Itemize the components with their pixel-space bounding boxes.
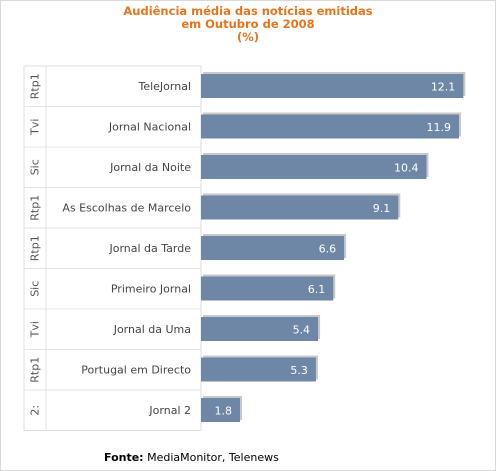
- source-label: Fonte:: [104, 451, 144, 464]
- category-label: As Escolhas de Marcelo: [62, 201, 191, 214]
- channel-label: Rtp1: [29, 235, 42, 261]
- category-label: Portugal em Directo: [81, 363, 191, 376]
- category-label: Primeiro Jornal: [111, 282, 191, 295]
- bar: [201, 357, 316, 382]
- bar: [201, 276, 334, 301]
- channel-label: 2:: [29, 405, 42, 416]
- channel-label: Sic: [29, 281, 42, 297]
- bar: [201, 114, 459, 139]
- bar: [201, 74, 464, 98]
- bar: [201, 398, 241, 422]
- chart-title-line-3: (%): [236, 30, 260, 44]
- bar: [201, 155, 427, 179]
- source-value: MediaMonitor, Telenews: [147, 451, 279, 464]
- category-label: Jornal da Tarde: [108, 242, 191, 255]
- chart-title: Audiência média das notícias emitidas em…: [0, 5, 496, 44]
- channel-label: Tvi: [29, 321, 42, 338]
- source-note: Fonte: MediaMonitor, Telenews: [104, 451, 279, 464]
- channel-label: Rtp1: [29, 195, 42, 221]
- data-label: 6.6: [319, 243, 337, 256]
- bar: [201, 236, 345, 260]
- channel-label: Tvi: [29, 119, 42, 136]
- channel-label: Rtp1: [29, 357, 42, 383]
- category-label: Jornal 2: [148, 404, 191, 417]
- bar: [201, 317, 319, 341]
- data-label: 5.3: [290, 364, 308, 377]
- category-label: Jornal da Noite: [109, 161, 191, 174]
- channel-label: Rtp1: [29, 73, 42, 99]
- data-label: 11.9: [426, 121, 451, 134]
- category-label: Jornal Nacional: [108, 120, 191, 133]
- data-label: 9.1: [373, 202, 391, 215]
- data-label: 5.4: [293, 324, 311, 337]
- chart-title-line-1: Audiência média das notícias emitidas: [123, 4, 373, 18]
- data-label: 6.1: [308, 283, 326, 296]
- data-label: 1.8: [215, 405, 233, 418]
- category-label: TeleJornal: [137, 80, 191, 93]
- data-label: 10.4: [394, 162, 419, 175]
- chart-title-line-2: em Outubro de 2008: [181, 17, 315, 31]
- channel-label: Sic: [29, 159, 42, 175]
- data-label: 12.1: [431, 81, 456, 94]
- label-panel: [23, 65, 202, 431]
- category-label: Jornal da Uma: [113, 323, 191, 336]
- bar: [201, 195, 399, 220]
